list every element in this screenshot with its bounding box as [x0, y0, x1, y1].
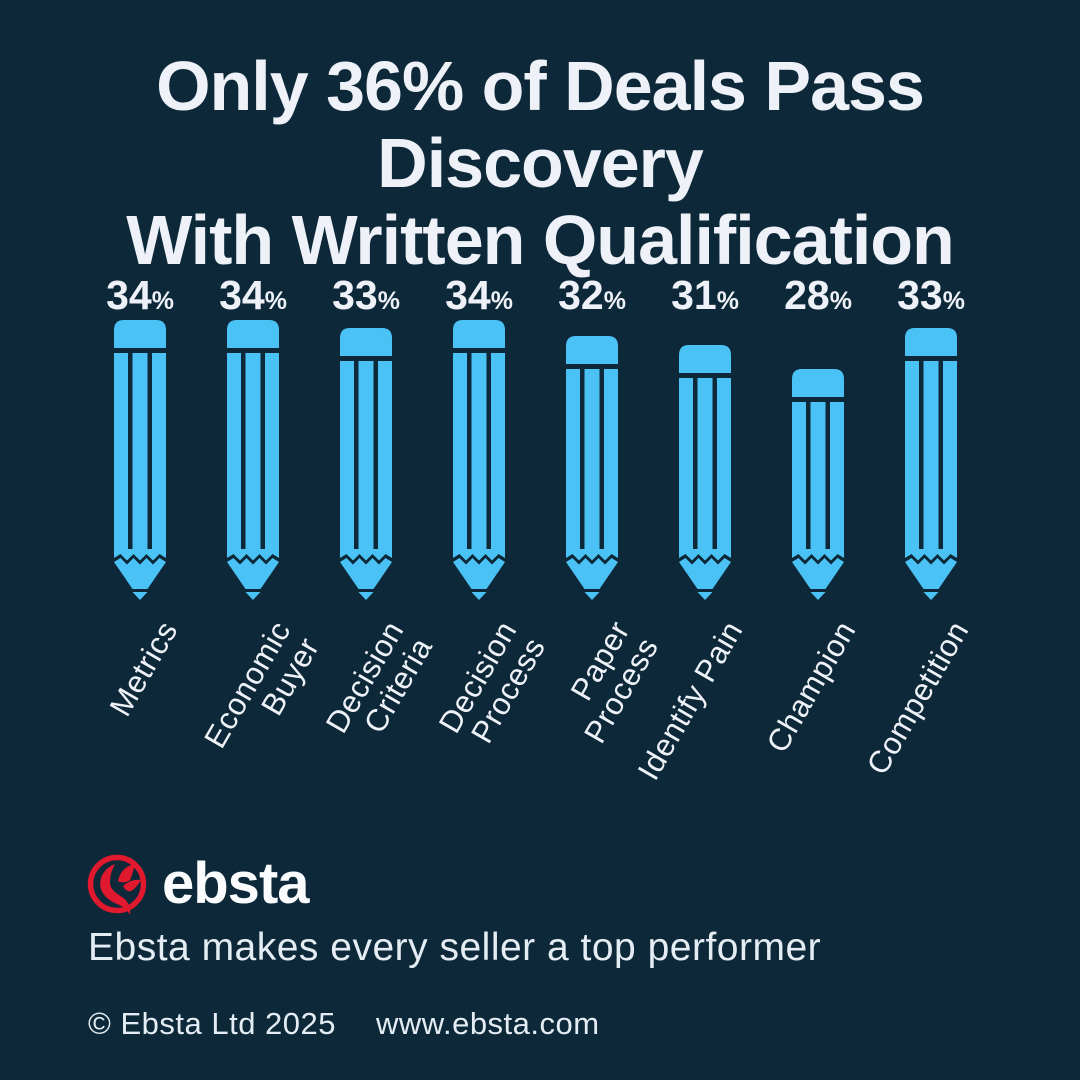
- pencil-bar-icon: [340, 328, 392, 600]
- value-label: 34%: [445, 272, 513, 318]
- phoenix-in-ring-icon: [86, 853, 148, 915]
- pencil-bar-icon: [114, 320, 166, 600]
- pencil-bar-icon: [792, 369, 844, 600]
- value-label: 34%: [106, 272, 174, 318]
- value-label: 31%: [671, 272, 739, 318]
- brand-block: ebsta: [86, 850, 310, 917]
- value-label: 33%: [897, 272, 965, 318]
- pencil-bar-icon: [453, 320, 505, 600]
- footer: © Ebsta Ltd 2025 www.ebsta.com: [88, 1006, 600, 1042]
- pencil-bar-icon: [679, 345, 731, 600]
- pencil-bar-icon: [227, 320, 279, 600]
- title-line-2: With Written Qualification: [126, 201, 955, 279]
- value-label: 32%: [558, 272, 626, 318]
- ebsta-logo-text: ebsta: [162, 851, 310, 916]
- value-label: 34%: [219, 272, 287, 318]
- value-label: 33%: [332, 272, 400, 318]
- copyright-text: © Ebsta Ltd 2025: [88, 1006, 337, 1041]
- page-title: Only 36% of Deals Pass Discovery With Wri…: [0, 48, 1080, 279]
- value-label: 28%: [784, 272, 852, 318]
- title-line-1: Only 36% of Deals Pass Discovery: [156, 47, 925, 202]
- pencil-bar-icon: [566, 336, 618, 600]
- pencil-bar-icon: [905, 328, 957, 600]
- website-url: www.ebsta.com: [376, 1006, 600, 1041]
- brand-tagline: Ebsta makes every seller a top performer: [88, 926, 822, 969]
